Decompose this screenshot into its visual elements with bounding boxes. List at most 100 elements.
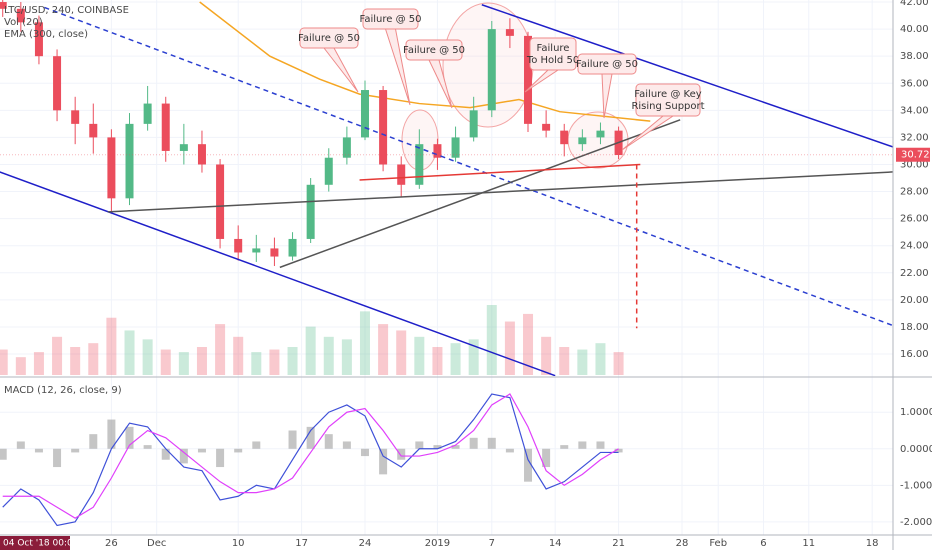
- cursor-label: 04 Oct '18 00:00: [3, 539, 79, 549]
- histogram-bar: [505, 448, 514, 453]
- y-tick-label: -1.0000: [900, 480, 932, 491]
- y-tick-label: -2.0000: [900, 517, 932, 528]
- x-tick-label: 7: [489, 538, 495, 549]
- callout-text: Rising Support: [631, 101, 704, 112]
- histogram-bar: [34, 448, 43, 453]
- volume-bar: [0, 349, 8, 375]
- y-tick-label: 28.00: [900, 187, 929, 198]
- volume-bar: [359, 311, 370, 375]
- trend-line: [44, 6, 893, 327]
- macd-line: [2, 393, 619, 519]
- x-tick-label: 18: [866, 538, 879, 549]
- volume-bar: [287, 347, 298, 375]
- callout-text: Failure @ 50: [360, 14, 422, 25]
- histogram-bar: [197, 448, 206, 453]
- histogram-bar: [71, 448, 80, 453]
- candle-body: [505, 29, 514, 36]
- x-tick-label: Feb: [709, 538, 727, 549]
- x-tick-label: Dec: [147, 538, 166, 549]
- volume-bar: [378, 324, 389, 375]
- volume-bar: [613, 352, 624, 375]
- candle-body: [234, 238, 243, 253]
- x-tick-label: 26: [105, 538, 118, 549]
- histogram-bar: [342, 441, 351, 449]
- candle-body: [89, 123, 98, 138]
- candle-body: [433, 144, 442, 158]
- volume-bar: [70, 347, 81, 375]
- volume-bar: [450, 343, 461, 375]
- volume-bar: [486, 305, 497, 375]
- candle-body: [415, 144, 424, 185]
- volume-bar: [233, 336, 244, 375]
- histogram-bar: [415, 441, 424, 449]
- last-price-label: 30.72: [901, 150, 930, 161]
- x-tick-label: 2019: [425, 538, 450, 549]
- callout-text: Failure @ 50: [576, 59, 638, 70]
- candle-body: [469, 110, 478, 138]
- callout-text: Failure: [537, 43, 570, 54]
- volume-bar: [305, 326, 316, 375]
- volume-bar: [468, 339, 479, 375]
- histogram-bar: [288, 430, 297, 449]
- candle-body: [288, 238, 297, 257]
- histogram-bar: [0, 448, 7, 460]
- candle-body: [524, 35, 533, 124]
- candle-body: [451, 137, 460, 158]
- x-tick-label: 24: [359, 538, 372, 549]
- volume-bar: [33, 352, 44, 375]
- histogram-bar: [397, 448, 406, 460]
- trend-line: [107, 171, 893, 213]
- callout-box: [577, 53, 637, 75]
- volume-bar: [341, 339, 352, 375]
- y-tick-label: 18.00: [900, 322, 929, 333]
- indicator-label: Vol (20): [4, 17, 43, 28]
- y-tick-label: 42.00: [900, 0, 929, 8]
- histogram-bar: [578, 441, 587, 449]
- volume-bar: [124, 330, 135, 375]
- volume-bar: [106, 317, 117, 375]
- candle-body: [53, 56, 62, 111]
- histogram-bar: [487, 437, 496, 449]
- candle-body: [197, 144, 206, 165]
- volume-bar: [414, 336, 425, 375]
- candle-body: [161, 103, 170, 151]
- volume-bar: [595, 343, 606, 375]
- candle-body: [306, 184, 315, 239]
- histogram-bar: [216, 448, 225, 468]
- histogram-bar: [143, 445, 152, 449]
- volume-bar: [215, 324, 226, 375]
- histogram-bar: [161, 448, 170, 460]
- macd-panel: [0, 393, 623, 527]
- volume-bar: [432, 347, 443, 375]
- y-tick-label: 1.0000: [900, 407, 932, 418]
- candle-body: [179, 144, 188, 151]
- histogram-bar: [360, 448, 369, 457]
- volume-bar: [178, 352, 189, 375]
- candle-body: [324, 157, 333, 185]
- volume-bar: [15, 357, 26, 375]
- histogram-bar: [324, 434, 333, 449]
- callout-text: Failure @ Key: [634, 89, 701, 100]
- trend-line: [481, 4, 893, 148]
- candle-body: [342, 137, 351, 158]
- volume-bar: [269, 349, 280, 375]
- candle-body: [397, 164, 406, 185]
- y-tick-label: 34.00: [900, 105, 929, 116]
- histogram-bar: [379, 448, 388, 475]
- y-tick-label: 36.00: [900, 78, 929, 89]
- candle-body: [270, 248, 279, 257]
- histogram-bar: [451, 445, 460, 449]
- macd-line: [2, 393, 619, 527]
- callout-text: Failure @ 50: [403, 45, 465, 56]
- histogram-bar: [125, 426, 134, 449]
- volume-bar: [504, 321, 515, 375]
- x-tick-label: 11: [802, 538, 815, 549]
- y-tick-label: 0.0000: [900, 444, 932, 455]
- y-tick-label: 20.00: [900, 295, 929, 306]
- y-tick-label: 24.00: [900, 241, 929, 252]
- y-tick-label: 16.00: [900, 349, 929, 360]
- candle-body: [216, 164, 225, 239]
